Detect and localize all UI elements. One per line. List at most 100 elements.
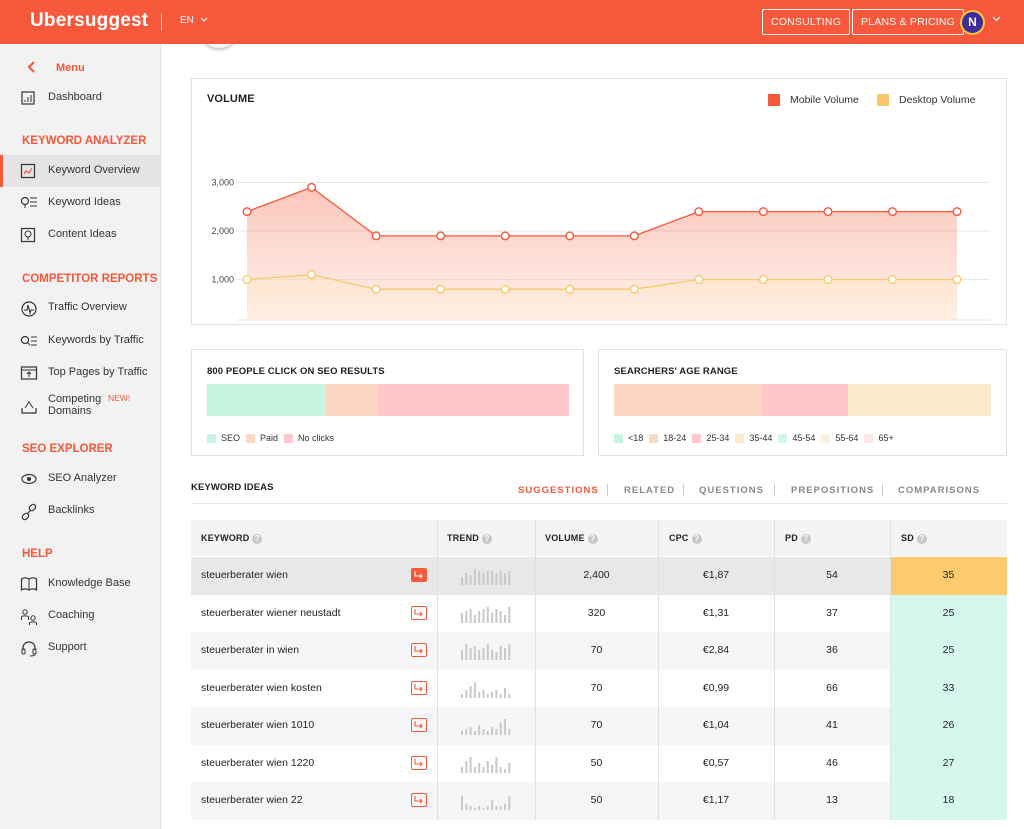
trend-bar: [461, 796, 463, 810]
trend-bar: [486, 693, 489, 698]
column-header-sd[interactable]: SD?: [901, 520, 927, 556]
table-row[interactable]: steuerberater wien 2,400 €1,87 54 35: [191, 557, 1007, 595]
y-tick-label: 2,000: [211, 226, 234, 236]
sidebar-item-label: Support: [48, 641, 87, 653]
open-keyword-icon[interactable]: [411, 605, 427, 620]
help-icon[interactable]: ?: [800, 533, 811, 544]
data-point: [758, 274, 768, 284]
chevron-down-icon[interactable]: [992, 14, 1001, 25]
column-header-keyword[interactable]: KEYWORD?: [201, 520, 263, 556]
trend-bar: [461, 693, 463, 698]
column-label: VOLUME: [545, 533, 585, 543]
sidebar-item-dashboard[interactable]: Dashboard: [0, 82, 160, 114]
column-header-volume[interactable]: VOLUME?: [545, 520, 598, 556]
plans-pricing-button[interactable]: PLANS & PRICING: [852, 9, 965, 35]
bar-segment: [377, 384, 569, 416]
help-icon[interactable]: ?: [691, 533, 702, 544]
trend-bar: [469, 756, 472, 773]
table-row[interactable]: steuerberater wien 1010 70 €1,04 41 26: [191, 707, 1007, 745]
tab-prepositions[interactable]: PREPOSITIONS: [791, 485, 875, 496]
trend-sparkline: [461, 681, 511, 698]
legend-swatch: [821, 434, 831, 444]
help-icon[interactable]: ?: [916, 533, 927, 544]
age-legend: <18 18-24 25-34 35-44 45-54 55-64 65+: [614, 433, 900, 444]
table-row[interactable]: steuerberater wien 22 50 €1,17 13 18: [191, 782, 1007, 820]
table-row[interactable]: steuerberater wiener neustadt 320 €1,31 37 2…: [191, 594, 1007, 632]
clicks-card: 800 PEOPLE CLICK ON SEO RESULTS SEO Paid N…: [191, 349, 584, 456]
trend-bar: [495, 756, 498, 773]
trend-bar: [461, 766, 463, 773]
open-keyword-icon[interactable]: [411, 718, 427, 732]
open-keyword-icon[interactable]: [411, 680, 427, 695]
new-badge: NEW!: [108, 393, 131, 403]
keyword-cell: steuerberater wien 1220: [201, 756, 315, 769]
open-keyword-icon[interactable]: [411, 568, 427, 582]
bar-segment: [761, 384, 848, 416]
volume-title: VOLUME: [207, 93, 255, 105]
keyword-cell: steuerberater wien 22: [201, 794, 303, 806]
volume-cell: 2,400: [583, 569, 610, 581]
tab-suggestions[interactable]: SUGGESTIONS: [518, 485, 599, 496]
trend-bar: [491, 764, 494, 773]
headset-icon: [20, 640, 38, 657]
trend-bar: [478, 806, 481, 810]
sidebar-item-knowledge-base[interactable]: Knowledge Base: [0, 568, 160, 600]
table-row[interactable]: steuerberater wien kosten 70 €0,99 66 33: [191, 669, 1007, 707]
trend-bar: [486, 571, 489, 585]
bar-segment: [847, 384, 991, 416]
trend-bar: [508, 606, 511, 623]
legend-item: 65+: [864, 433, 894, 444]
column-header-cpc[interactable]: CPC?: [669, 520, 702, 556]
logo[interactable]: Ubersuggest: [30, 10, 149, 31]
consulting-button[interactable]: CONSULTING: [762, 9, 851, 35]
sidebar-item-content-ideas[interactable]: Content Ideas: [0, 219, 160, 251]
column-header-trend[interactable]: TREND?: [447, 520, 492, 556]
clicks-bar: [207, 384, 569, 416]
open-keyword-icon[interactable]: [411, 755, 427, 770]
sidebar-item-top-pages-by-traffic[interactable]: Top Pages by Traffic: [0, 357, 160, 389]
data-point: [436, 284, 446, 294]
trend-bar: [495, 652, 498, 660]
sidebar-item-backlinks[interactable]: Backlinks: [0, 495, 160, 527]
language-selector[interactable]: EN: [180, 15, 208, 26]
legend-swatch: [649, 434, 659, 444]
tab-related[interactable]: RELATED: [624, 485, 676, 496]
data-point: [307, 182, 317, 192]
menu-label[interactable]: Menu: [56, 62, 85, 74]
sidebar-item-support[interactable]: Support: [0, 632, 160, 664]
sidebar-item-keyword-ideas[interactable]: Keyword Ideas: [0, 187, 160, 219]
table-row[interactable]: steuerberater in wien 70 €2,84 36 25: [191, 632, 1007, 670]
help-icon[interactable]: ?: [252, 533, 263, 544]
legend-label: 45-54: [792, 433, 816, 443]
tab-comparisons[interactable]: COMPARISONS: [898, 485, 981, 496]
data-point: [823, 274, 833, 284]
legend-label: <18: [628, 433, 644, 443]
sidebar-item-traffic-overview[interactable]: Traffic Overview: [0, 292, 160, 324]
age-card: SEARCHERS' AGE RANGE <18 18-24 25-34 35-44 4…: [598, 349, 1007, 456]
sidebar-item-seo-analyzer[interactable]: SEO Analyzer: [0, 463, 160, 495]
trend-bar: [469, 806, 472, 810]
trend-bar: [499, 610, 502, 623]
sidebar-item-coaching[interactable]: Coaching: [0, 600, 160, 632]
trend-bar: [499, 571, 502, 585]
sd-cell: 25: [890, 594, 1007, 632]
avatar[interactable]: N: [960, 10, 985, 35]
open-keyword-icon[interactable]: [411, 793, 427, 807]
tab-questions[interactable]: QUESTIONS: [699, 485, 764, 496]
trend-bar: [473, 681, 476, 698]
series-line: [246, 186, 957, 237]
help-icon[interactable]: ?: [482, 533, 492, 544]
sidebar-item-keywords-by-traffic[interactable]: Keywords by Traffic: [0, 325, 160, 357]
trend-bar: [482, 808, 485, 810]
sidebar-item-keyword-overview[interactable]: Keyword Overview: [0, 155, 160, 187]
volume-cell: 50: [590, 756, 603, 769]
series-area: [247, 274, 957, 320]
help-icon[interactable]: ?: [587, 533, 598, 544]
back-arrow-icon[interactable]: [27, 61, 37, 76]
column-header-pd[interactable]: PD?: [785, 520, 811, 556]
data-point: [242, 207, 252, 217]
trend-bar: [469, 575, 472, 585]
open-keyword-icon[interactable]: [411, 643, 427, 657]
sidebar-item-competing-domains[interactable]: Competing Domains NEW!: [0, 389, 160, 429]
table-row[interactable]: steuerberater wien 1220 50 €0,57 46 27: [191, 744, 1007, 782]
